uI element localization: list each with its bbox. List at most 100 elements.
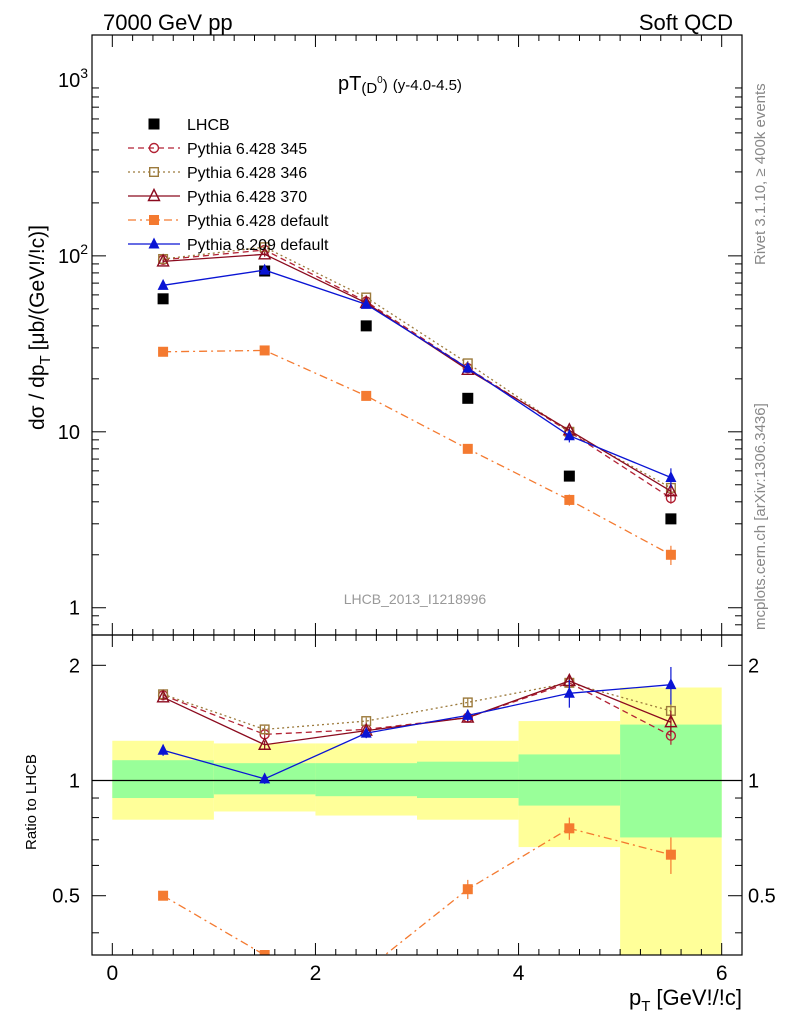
main-y-axis-label: dσ / dpT[μb/(GeV!/!c)] [26, 225, 54, 430]
main-series-4-point [259, 345, 270, 356]
main-series-0-point [462, 392, 474, 404]
legend: LHCB Pythia 6.428 345 Pythia 6.428 346 Pyth… [128, 117, 329, 254]
ratio-series-group [156, 666, 678, 975]
ratio-series-4-point [360, 726, 372, 738]
main-series-4 [158, 345, 676, 565]
legend-entry-4: Pythia 6.428 default [128, 213, 329, 230]
ratio-series-2-point [258, 736, 272, 750]
main-y-tick-label: 102 [58, 241, 88, 268]
main-series-3 [156, 246, 678, 499]
legend-marker-2 [148, 166, 159, 177]
ratio-y-tick-label: 1 [69, 771, 80, 793]
legend-label-4: Pythia 6.428 default [187, 213, 329, 230]
ratio-series-3-point [564, 823, 575, 834]
main-series-0 [157, 265, 677, 525]
ratio-series-3-point [361, 965, 371, 975]
main-y-tick-label: 1 [69, 598, 80, 620]
ratio-y-tick-label-right: 2 [748, 655, 759, 677]
ratio-series-4-point [563, 686, 575, 698]
ratio-series-4-point [157, 743, 169, 755]
x-axis-label: pT [GeV!/!c] [629, 985, 742, 1015]
ratio-series-1-point [259, 724, 270, 735]
ratio-series-3-point [665, 849, 676, 860]
ratio-y-tick-label: 0.5 [52, 886, 80, 908]
x-tick-label: 6 [716, 962, 728, 985]
main-series-3-point [156, 253, 170, 267]
main-series-5-point [563, 429, 575, 441]
ratio-band-green-3 [417, 761, 519, 799]
main-series-2-point [259, 242, 270, 253]
legend-marker-5 [148, 237, 160, 249]
ratio-series-3-point [462, 884, 473, 895]
main-series-4-point [462, 443, 473, 454]
legend-marker-1 [148, 142, 160, 154]
ratio-series-3 [158, 817, 676, 975]
main-series-4-point [158, 346, 169, 357]
ratio-series-4 [157, 666, 677, 784]
main-series-0-point [665, 513, 677, 525]
main-series-3-line [163, 253, 672, 492]
rivet-label: Rivet 3.1.10, ≥ 400k events [752, 83, 769, 265]
legend-marker-4 [149, 215, 159, 225]
main-series-5-line [162, 269, 672, 479]
main-series-4-point [361, 390, 372, 401]
legend-label-3: Pythia 6.428 370 [187, 189, 307, 206]
mcplots-label: mcplots.cern.ch [arXiv:1306.3436] [752, 403, 769, 630]
ratio-series-4-point [259, 772, 271, 784]
header-left: 7000 GeV pp [103, 10, 233, 35]
main-series-0-point [157, 293, 169, 305]
main-series-2-line [163, 246, 672, 489]
legend-label-0: LHCB [187, 117, 230, 134]
ratio-band-green-2 [315, 763, 417, 797]
main-series-0-point [360, 320, 372, 332]
main-series-1-line [163, 249, 672, 499]
legend-entry-5: Pythia 8.209 default [128, 237, 329, 254]
ratio-series-3-point [158, 890, 169, 901]
analysis-watermark: LHCB_2013_I1218996 [344, 591, 487, 607]
axes-group: 0 2 4 6 1 10 102 103 0.5 0.5 1 1 2 2 [52, 34, 776, 985]
ratio-y-tick-label: 2 [69, 655, 80, 677]
main-series-5-point [665, 470, 677, 482]
legend-label-5: Pythia 8.209 default [187, 237, 329, 254]
legend-entry-0: LHCB [148, 117, 230, 134]
ratio-series-3-point [259, 950, 270, 955]
main-series-0-point [563, 470, 575, 482]
legend-entry-3: Pythia 6.428 370 [128, 187, 307, 206]
main-series-4-line [163, 349, 672, 556]
x-tick-label: 2 [310, 962, 322, 985]
ratio-series-3-line [162, 827, 672, 955]
legend-marker-3 [147, 187, 161, 202]
ratio-series-2-point [664, 714, 678, 728]
main-series-5-point [259, 263, 271, 275]
header-right: Soft QCD [639, 10, 733, 35]
legend-entry-2: Pythia 6.428 346 [128, 165, 307, 182]
main-series-5 [157, 263, 677, 488]
main-series-group [156, 242, 678, 565]
ratio-series-2-point [156, 689, 170, 703]
main-series-2 [158, 242, 676, 493]
ratio-series-4-point [462, 708, 474, 720]
main-series-1 [157, 244, 677, 504]
main-y-tick-label: 103 [58, 65, 88, 92]
main-y-tick-label: 10 [58, 422, 80, 444]
ratio-series-1-line [162, 682, 672, 731]
main-series-3-point [258, 246, 272, 260]
main-series-4-point [665, 549, 676, 560]
ratio-series-1-point [462, 697, 473, 708]
ratio-y-tick-label-right: 1 [748, 771, 759, 793]
ratio-series-4-line [162, 684, 671, 780]
ratio-uncertainty-bands [92, 687, 742, 955]
ratio-band-green-0 [112, 760, 214, 799]
main-series-5-point [157, 278, 169, 290]
main-series-5-point [462, 361, 474, 373]
legend-marker-0 [148, 118, 160, 130]
x-tick-label: 4 [513, 962, 525, 985]
ratio-y-axis-label: Ratio to LHCB [23, 754, 40, 850]
legend-label-2: Pythia 6.428 346 [187, 165, 307, 182]
x-tick-label: 0 [106, 962, 118, 985]
ratio-series-4-point [665, 678, 677, 690]
main-series-5-point [360, 297, 372, 309]
main-series-3-point [664, 483, 678, 497]
legend-entry-1: Pythia 6.428 345 [128, 141, 307, 158]
